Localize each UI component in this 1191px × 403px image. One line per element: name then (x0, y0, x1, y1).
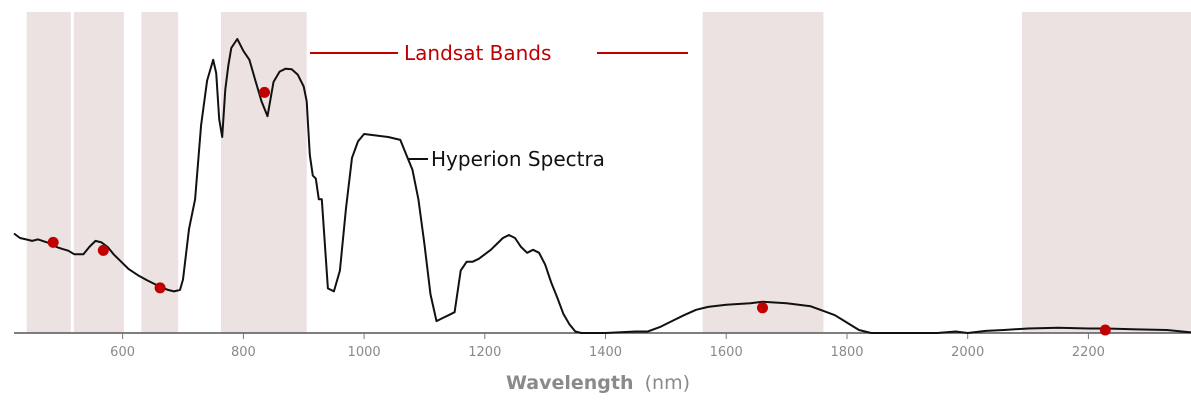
x-tick-label: 1600 (710, 345, 743, 360)
landsat-band-6 (1022, 12, 1191, 333)
x-axis-label-main: Wavelength (506, 372, 634, 394)
landsat-point (757, 302, 768, 314)
landsat-point (259, 86, 270, 98)
x-tick-label: 2200 (1072, 345, 1105, 360)
landsat-point (1099, 324, 1111, 336)
landsat-annotation-label: Landsat Bands (404, 41, 551, 65)
landsat-band-5 (702, 12, 824, 333)
x-tick-label: 600 (110, 345, 135, 360)
x-tick-label: 1200 (468, 345, 501, 360)
x-tick-label: 1800 (830, 345, 863, 360)
landsat-points (47, 86, 1111, 336)
landsat-band-1 (26, 12, 71, 333)
landsat-point (154, 282, 166, 294)
landsat-band-regions (26, 12, 1191, 333)
x-tick-label: 1400 (589, 345, 622, 360)
x-axis-label: Wavelength (nm) (506, 372, 690, 394)
x-tick-label: 1000 (348, 345, 381, 360)
landsat-band-4 (221, 12, 307, 333)
landsat-point (97, 244, 109, 256)
hyperion-spectrum-line (13, 38, 1191, 334)
x-axis-ticks: 600 800 1000 1200 1400 1600 1800 2000 2200 (110, 333, 1105, 360)
hyperion-annotation-label: Hyperion Spectra (431, 147, 605, 171)
x-axis-label-unit: (nm) (645, 372, 690, 394)
landsat-band-2 (73, 12, 124, 333)
landsat-point (47, 236, 59, 248)
x-tick-label: 800 (231, 345, 256, 360)
x-tick-label: 2000 (951, 345, 984, 360)
